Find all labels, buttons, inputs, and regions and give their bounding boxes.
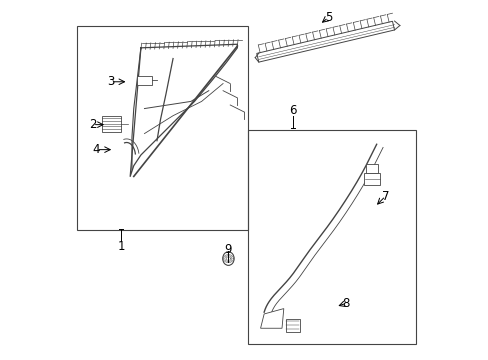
Text: 2: 2 <box>89 118 96 131</box>
Polygon shape <box>130 44 237 176</box>
Text: 3: 3 <box>107 75 114 88</box>
Text: 7: 7 <box>381 190 388 203</box>
Bar <box>285 319 299 332</box>
Text: 6: 6 <box>288 104 296 117</box>
Text: 9: 9 <box>224 243 232 256</box>
Ellipse shape <box>222 252 234 265</box>
Bar <box>137 76 151 85</box>
Text: 8: 8 <box>342 297 349 310</box>
Bar <box>365 164 378 173</box>
Text: 1: 1 <box>117 240 125 253</box>
Text: 5: 5 <box>324 11 331 24</box>
Polygon shape <box>260 309 283 328</box>
Text: 4: 4 <box>92 143 100 156</box>
Bar <box>364 173 380 185</box>
Bar <box>102 116 121 132</box>
Bar <box>77 26 247 230</box>
Bar <box>247 130 415 344</box>
Polygon shape <box>256 21 394 62</box>
